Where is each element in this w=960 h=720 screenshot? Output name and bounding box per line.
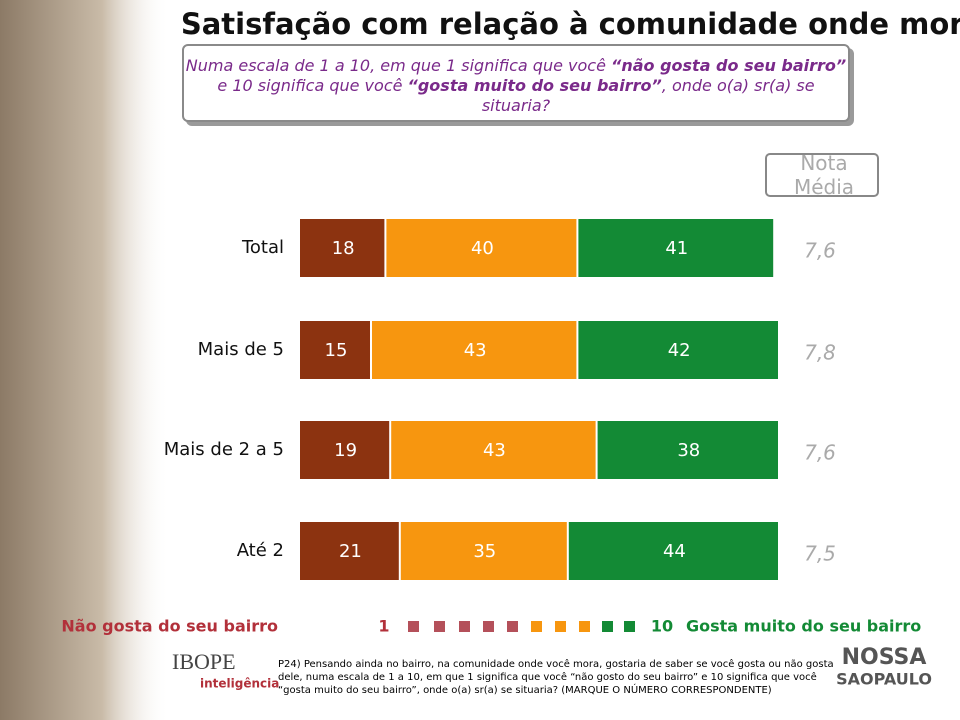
- logo-right-bottom: SAOPAULO: [836, 670, 932, 689]
- question-emphasis: “gosta muito do seu bairro”: [407, 76, 662, 95]
- bar-segment: [386, 219, 577, 277]
- scale-squares: [408, 621, 635, 632]
- value-label: 40: [471, 238, 494, 259]
- value-label: 43: [464, 340, 487, 361]
- bar-segment: [300, 421, 390, 479]
- bar-segment: [597, 421, 778, 479]
- bar-segment: [578, 219, 774, 277]
- scale-low-label: Não gosta do seu bairro: [61, 617, 278, 636]
- category-label: Total: [241, 237, 284, 258]
- value-label: 41: [665, 238, 688, 259]
- title: Satisfação com relação à comunidade onde…: [181, 7, 960, 41]
- footnote: P24) Pensando ainda no bairro, na comuni…: [278, 659, 834, 696]
- logo-left: IBOPE: [172, 649, 236, 674]
- value-label: 42: [668, 340, 691, 361]
- mean-value: 7,8: [804, 341, 836, 365]
- bar-segment: [372, 321, 577, 379]
- value-label: 44: [663, 541, 686, 562]
- mean-header: Nota Média: [794, 151, 854, 199]
- logo-left-sub: inteligência: [200, 677, 279, 691]
- value-label: 19: [334, 440, 357, 461]
- mean-header-box: [765, 153, 879, 197]
- value-label: 15: [325, 340, 348, 361]
- value-label: 38: [677, 440, 700, 461]
- mean-value: 7,5: [804, 542, 836, 566]
- bar-segment: [400, 522, 567, 580]
- bar-segment: [568, 522, 778, 580]
- category-label: Mais de 5: [198, 339, 284, 360]
- bar-segment: [300, 321, 370, 379]
- value-label: 21: [339, 541, 362, 562]
- scale-high: 10: [651, 617, 673, 636]
- category-label: Até 2: [237, 540, 284, 561]
- mean-value: 7,6: [804, 441, 836, 465]
- bar-segment: [578, 321, 778, 379]
- scale-high-label: Gosta muito do seu bairro: [686, 617, 921, 636]
- bar-segment: [300, 219, 385, 277]
- question-text: , onde o(a) sr(a) se situaria?: [481, 76, 815, 115]
- value-label: 43: [483, 440, 506, 461]
- question-text: Numa escala de 1 a 10, em que 1 signific…: [185, 56, 612, 75]
- question: Numa escala de 1 a 10, em que 1 signific…: [182, 44, 850, 122]
- value-label: 18: [332, 238, 355, 259]
- mean-value: 7,6: [804, 239, 836, 263]
- bar-segment: [300, 522, 399, 580]
- value-label: 35: [473, 541, 496, 562]
- question-emphasis: “não gosta do seu bairro”: [611, 56, 847, 75]
- background-photo: [0, 0, 170, 720]
- logo-right-top: NOSSA: [842, 645, 927, 670]
- bar-segment: [391, 421, 596, 479]
- scale-low: 1: [378, 617, 389, 636]
- question-text: e 10 significa que você: [217, 76, 408, 95]
- category-label: Mais de 2 a 5: [164, 439, 284, 460]
